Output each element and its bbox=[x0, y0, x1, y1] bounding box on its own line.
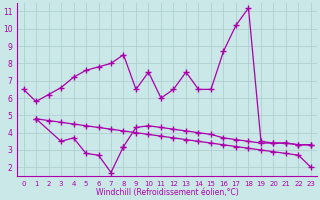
X-axis label: Windchill (Refroidissement éolien,°C): Windchill (Refroidissement éolien,°C) bbox=[96, 188, 239, 197]
